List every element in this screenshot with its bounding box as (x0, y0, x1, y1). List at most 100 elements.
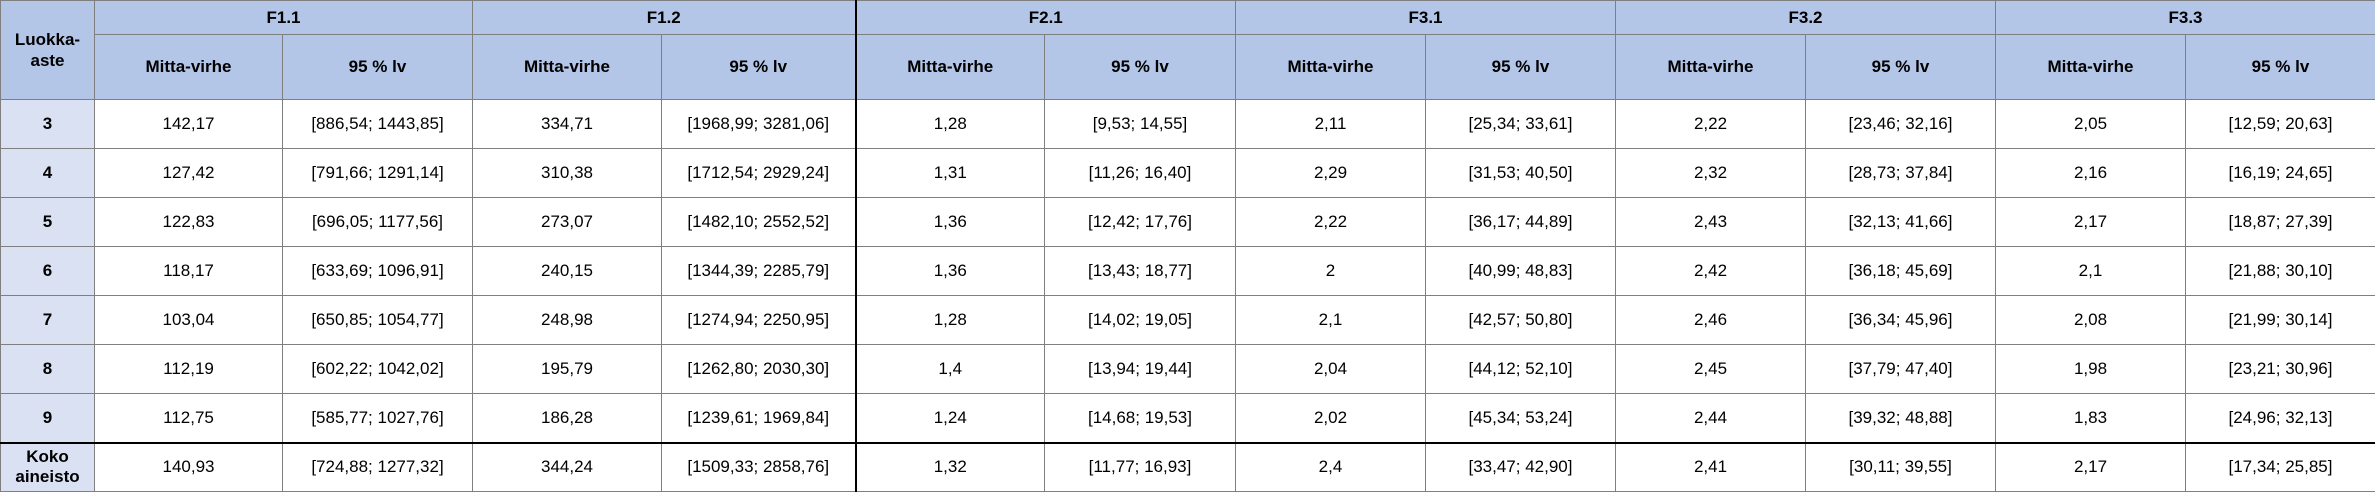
table-cell: [18,87; 27,39] (2185, 197, 2375, 247)
table-cell: [25,34; 33,61] (1425, 99, 1616, 149)
subheader-ci: 95 % lv (282, 34, 473, 100)
table-cell: 112,75 (94, 393, 283, 443)
group-header-f2-1: F2.1 (854, 0, 1236, 35)
table-cell: [650,85; 1054,77] (282, 295, 473, 345)
group-header-row: Luokka-aste F1.1 F1.2 F2.1 F3.1 F3.2 F3.… (0, 0, 2375, 100)
table-cell: [12,42; 17,76] (1044, 197, 1236, 247)
table-cell: 2,44 (1615, 393, 1806, 443)
table-cell: 273,07 (472, 197, 662, 247)
table-row: 8 112,19 [602,22; 1042,02] 195,79 [1262,… (0, 344, 2375, 394)
table-cell: [791,66; 1291,14] (282, 148, 473, 198)
table-body: 3 142,17 [886,54; 1443,85] 334,71 [1968,… (0, 99, 2375, 492)
subheader-ci: 95 % lv (1044, 34, 1236, 100)
table-cell: [36,18; 45,69] (1805, 246, 1996, 296)
subheader-ci: 95 % lv (661, 34, 856, 100)
row-label: 4 (0, 148, 95, 198)
table-cell: 2,05 (1995, 99, 2186, 149)
table-cell: 2,29 (1235, 148, 1426, 198)
table-cell: [1262,80; 2030,30] (661, 344, 856, 394)
table-cell: 127,42 (94, 148, 283, 198)
subheader-ci: 95 % lv (1425, 34, 1616, 100)
table-cell: [36,17; 44,89] (1425, 197, 1616, 247)
table-cell: 2,16 (1995, 148, 2186, 198)
subheader-ci: 95 % lv (1805, 34, 1996, 100)
table-cell: 2,1 (1235, 295, 1426, 345)
table-cell: [1344,39; 2285,79] (661, 246, 856, 296)
table-cell: 2,41 (1615, 441, 1806, 492)
table-cell: 2,17 (1995, 441, 2186, 492)
table-cell: [1482,10; 2552,52] (661, 197, 856, 247)
table-cell: [44,12; 52,10] (1425, 344, 1616, 394)
table-cell: 1,83 (1995, 393, 2186, 443)
table-cell: 195,79 (472, 344, 662, 394)
table-cell: 2,45 (1615, 344, 1806, 394)
group-header-f3-1: F3.1 (1235, 0, 1616, 35)
table-cell: [17,34; 25,85] (2185, 441, 2375, 492)
table-cell: 2,04 (1235, 344, 1426, 394)
table-cell: 112,19 (94, 344, 283, 394)
table-cell: 2 (1235, 246, 1426, 296)
table-cell: [42,57; 50,80] (1425, 295, 1616, 345)
table-cell: 1,4 (854, 344, 1045, 394)
table-cell: [24,96; 32,13] (2185, 393, 2375, 443)
subheader-error: Mitta-virhe (1235, 34, 1426, 100)
table-cell: [696,05; 1177,56] (282, 197, 473, 247)
subheader-error: Mitta-virhe (94, 34, 283, 100)
table-cell: 2,02 (1235, 393, 1426, 443)
table-cell: [11,26; 16,40] (1044, 148, 1236, 198)
table-row: 9 112,75 [585,77; 1027,76] 186,28 [1239,… (0, 393, 2375, 443)
table-cell: 240,15 (472, 246, 662, 296)
table-cell: 122,83 (94, 197, 283, 247)
table-row: 7 103,04 [650,85; 1054,77] 248,98 [1274,… (0, 295, 2375, 345)
table-cell: [37,79; 47,40] (1805, 344, 1996, 394)
table-cell: 2,17 (1995, 197, 2186, 247)
table-cell: 1,28 (854, 295, 1045, 345)
table-cell: [31,53; 40,50] (1425, 148, 1616, 198)
table-cell: 2,32 (1615, 148, 1806, 198)
table-cell: 1,36 (854, 246, 1045, 296)
table-row: 6 118,17 [633,69; 1096,91] 240,15 [1344,… (0, 246, 2375, 296)
row-label: 6 (0, 246, 95, 296)
subheader-error: Mitta-virhe (472, 34, 662, 100)
table-cell: [21,99; 30,14] (2185, 295, 2375, 345)
table-cell: [23,21; 30,96] (2185, 344, 2375, 394)
row-label: 9 (0, 393, 95, 443)
table-cell: 2,08 (1995, 295, 2186, 345)
table-cell: [12,59; 20,63] (2185, 99, 2375, 149)
table-cell: [724,88; 1277,32] (282, 441, 473, 492)
group-header-f1-2: F1.2 (472, 0, 856, 35)
table-cell: [602,22; 1042,02] (282, 344, 473, 394)
subheader-error: Mitta-virhe (1615, 34, 1806, 100)
table-cell: 2,22 (1615, 99, 1806, 149)
table-cell: 2,42 (1615, 246, 1806, 296)
table-header: Luokka-aste F1.1 F1.2 F2.1 F3.1 F3.2 F3.… (0, 0, 2375, 100)
table-cell: [1239,61; 1969,84] (661, 393, 856, 443)
table-cell: 344,24 (472, 441, 662, 492)
table-cell: [1968,99; 3281,06] (661, 99, 856, 149)
table-cell: 1,98 (1995, 344, 2186, 394)
table-cell: [13,94; 19,44] (1044, 344, 1236, 394)
table-cell: [11,77; 16,93] (1044, 441, 1236, 492)
table-cell: [14,68; 19,53] (1044, 393, 1236, 443)
table-cell: 1,36 (854, 197, 1045, 247)
table-cell: [45,34; 53,24] (1425, 393, 1616, 443)
table-cell: [23,46; 32,16] (1805, 99, 1996, 149)
table-cell: 118,17 (94, 246, 283, 296)
table-cell: 1,28 (854, 99, 1045, 149)
total-row-label: Koko aineisto (0, 441, 95, 492)
table-cell: [30,11; 39,55] (1805, 441, 1996, 492)
table-cell: 2,43 (1615, 197, 1806, 247)
table-cell: [14,02; 19,05] (1044, 295, 1236, 345)
table-cell: 1,24 (854, 393, 1045, 443)
table-cell: [33,47; 42,90] (1425, 441, 1616, 492)
row-label: 5 (0, 197, 95, 247)
group-header-f1-1: F1.1 (94, 0, 473, 35)
table-cell: [28,73; 37,84] (1805, 148, 1996, 198)
row-label: 3 (0, 99, 95, 149)
table-cell: [32,13; 41,66] (1805, 197, 1996, 247)
total-row: Koko aineisto 140,93 [724,88; 1277,32] 3… (0, 441, 2375, 492)
subheader-ci: 95 % lv (2185, 34, 2375, 100)
table-cell: 2,11 (1235, 99, 1426, 149)
table-cell: [9,53; 14,55] (1044, 99, 1236, 149)
